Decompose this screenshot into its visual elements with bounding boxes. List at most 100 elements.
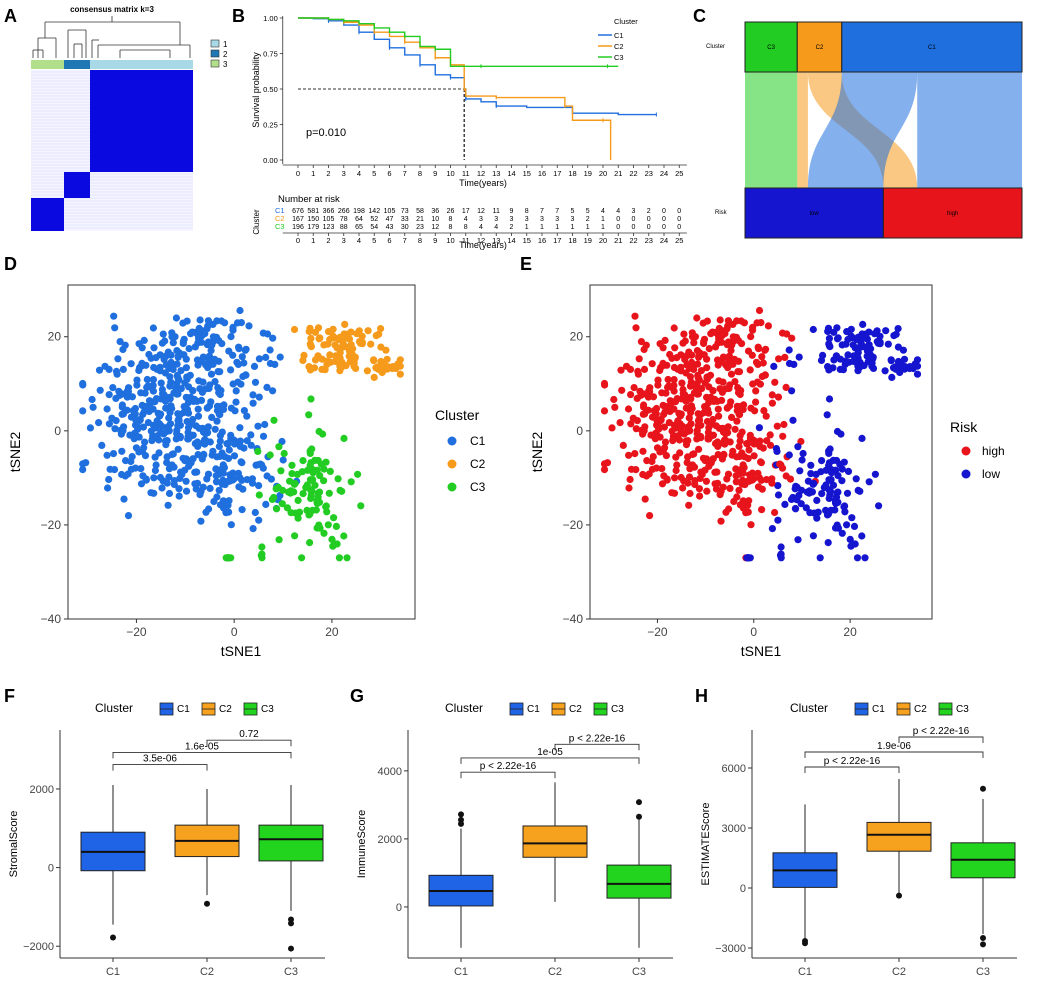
tsne-y-tick-label: 20 <box>48 330 62 344</box>
tsne-point <box>639 470 647 479</box>
tsne-point <box>287 509 295 517</box>
km-curve-c1 <box>298 17 657 116</box>
tsne-point <box>259 329 267 337</box>
tsne-point <box>167 378 175 386</box>
tsne-d-legend-label-c2: C2 <box>470 457 486 471</box>
tsne-point <box>160 391 168 399</box>
risk-x-tick-label: 6 <box>387 236 391 245</box>
tsne-point <box>882 327 890 335</box>
tsne-point <box>305 411 313 419</box>
tsne-point <box>273 505 281 513</box>
km-x-tick-label: 7 <box>403 169 407 178</box>
tsne-point <box>725 356 733 364</box>
km-x-tick-label: 12 <box>477 169 485 178</box>
box-y-tick-label: 0 <box>396 902 402 914</box>
tsne-point <box>691 477 699 485</box>
tsne-point <box>822 481 830 489</box>
tsne-point <box>149 324 157 332</box>
tsne-point <box>722 385 730 393</box>
risk-x-tick-label: 13 <box>492 236 500 245</box>
box-outlier <box>636 799 642 806</box>
risk-cell: 196 <box>292 224 304 231</box>
tsne-point <box>780 420 788 429</box>
tsne-point <box>825 395 834 403</box>
tsne-point <box>266 346 274 354</box>
tsne-point <box>670 324 678 332</box>
risk-cell: 3 <box>555 216 559 223</box>
km-y-tick-label: 1.00 <box>263 14 278 23</box>
tsne-point <box>173 430 181 438</box>
tsne-point <box>341 320 349 328</box>
tsne-point <box>389 363 397 371</box>
tsne-point <box>844 351 852 359</box>
tsne-point <box>229 469 237 477</box>
tsne-point <box>199 378 207 386</box>
dendrogram <box>32 16 191 58</box>
tsne-point <box>221 319 229 327</box>
km-curves <box>298 17 657 160</box>
tsne-point <box>89 403 97 411</box>
tsne-point <box>722 508 730 516</box>
tsne-point <box>838 529 846 537</box>
box-y-tick-label: 3000 <box>722 823 746 835</box>
tsne-point <box>169 339 177 347</box>
tsne-point <box>335 554 343 562</box>
tsne-point <box>122 457 130 465</box>
tsne-point <box>219 497 227 505</box>
risk-table-title: Number at risk <box>278 194 340 205</box>
tsne-point <box>200 450 208 458</box>
tsne-point <box>249 399 257 407</box>
tsne-point <box>95 366 104 374</box>
tsne-point <box>781 353 789 361</box>
tsne-d-legend-title: Cluster <box>435 407 480 423</box>
tsne-point <box>173 347 181 355</box>
tsne-point <box>670 363 679 372</box>
tsne-point <box>320 477 328 485</box>
risk-x-tick-label: 16 <box>538 236 546 245</box>
tsne-point <box>163 427 171 435</box>
box-comparison-bracket <box>804 751 984 758</box>
tsne-point <box>227 521 235 529</box>
risk-cell: 0 <box>677 208 681 215</box>
tsne-point <box>182 477 190 485</box>
tsne-point <box>144 382 152 390</box>
panel-letter-h: H <box>695 686 708 706</box>
risk-cell: 43 <box>386 224 394 231</box>
tsne-point <box>131 464 139 472</box>
tsne-point <box>736 411 744 419</box>
risk-x-tick-label: 3 <box>342 236 346 245</box>
tsne-point <box>306 539 314 547</box>
tsne-point <box>203 404 211 412</box>
tsne-point <box>817 356 826 364</box>
risk-cell: 17 <box>462 208 470 215</box>
tsne-point <box>748 469 757 477</box>
tsne-point <box>258 543 266 551</box>
tsne-point <box>329 325 337 333</box>
tsne-point <box>702 477 711 485</box>
tsne-point <box>216 437 224 445</box>
tsne-point <box>708 328 717 336</box>
tsne-point <box>771 378 779 386</box>
tsne-point <box>216 411 224 419</box>
box-comparison-label: 1.6e-05 <box>185 741 219 752</box>
risk-x-tick-label: 9 <box>433 236 437 245</box>
tsne-point <box>640 365 649 373</box>
box-legend: Cluster C1 C2 C3 <box>95 701 274 716</box>
risk-cell: 64 <box>355 216 363 223</box>
tsne-point <box>913 370 922 378</box>
panel-a-title: consensus matrix k=3 <box>70 5 154 14</box>
tsne-point <box>324 340 332 348</box>
risk-x-tick-label: 1 <box>311 236 315 245</box>
tsne-point <box>758 506 766 514</box>
panel-a-consensus-matrix: consensus matrix k=3 1 2 3 <box>31 5 228 231</box>
risk-cell: 3 <box>525 216 529 223</box>
risk-cell: 30 <box>401 224 409 231</box>
tsne-point <box>112 394 120 402</box>
panel-letter-a: A <box>4 6 17 26</box>
risk-cell: 3 <box>494 216 498 223</box>
legend-label-3: 3 <box>223 60 228 69</box>
tsne-point <box>320 529 328 537</box>
tsne-point <box>234 360 242 368</box>
tsne-point <box>187 432 195 440</box>
tsne-point <box>743 440 751 448</box>
